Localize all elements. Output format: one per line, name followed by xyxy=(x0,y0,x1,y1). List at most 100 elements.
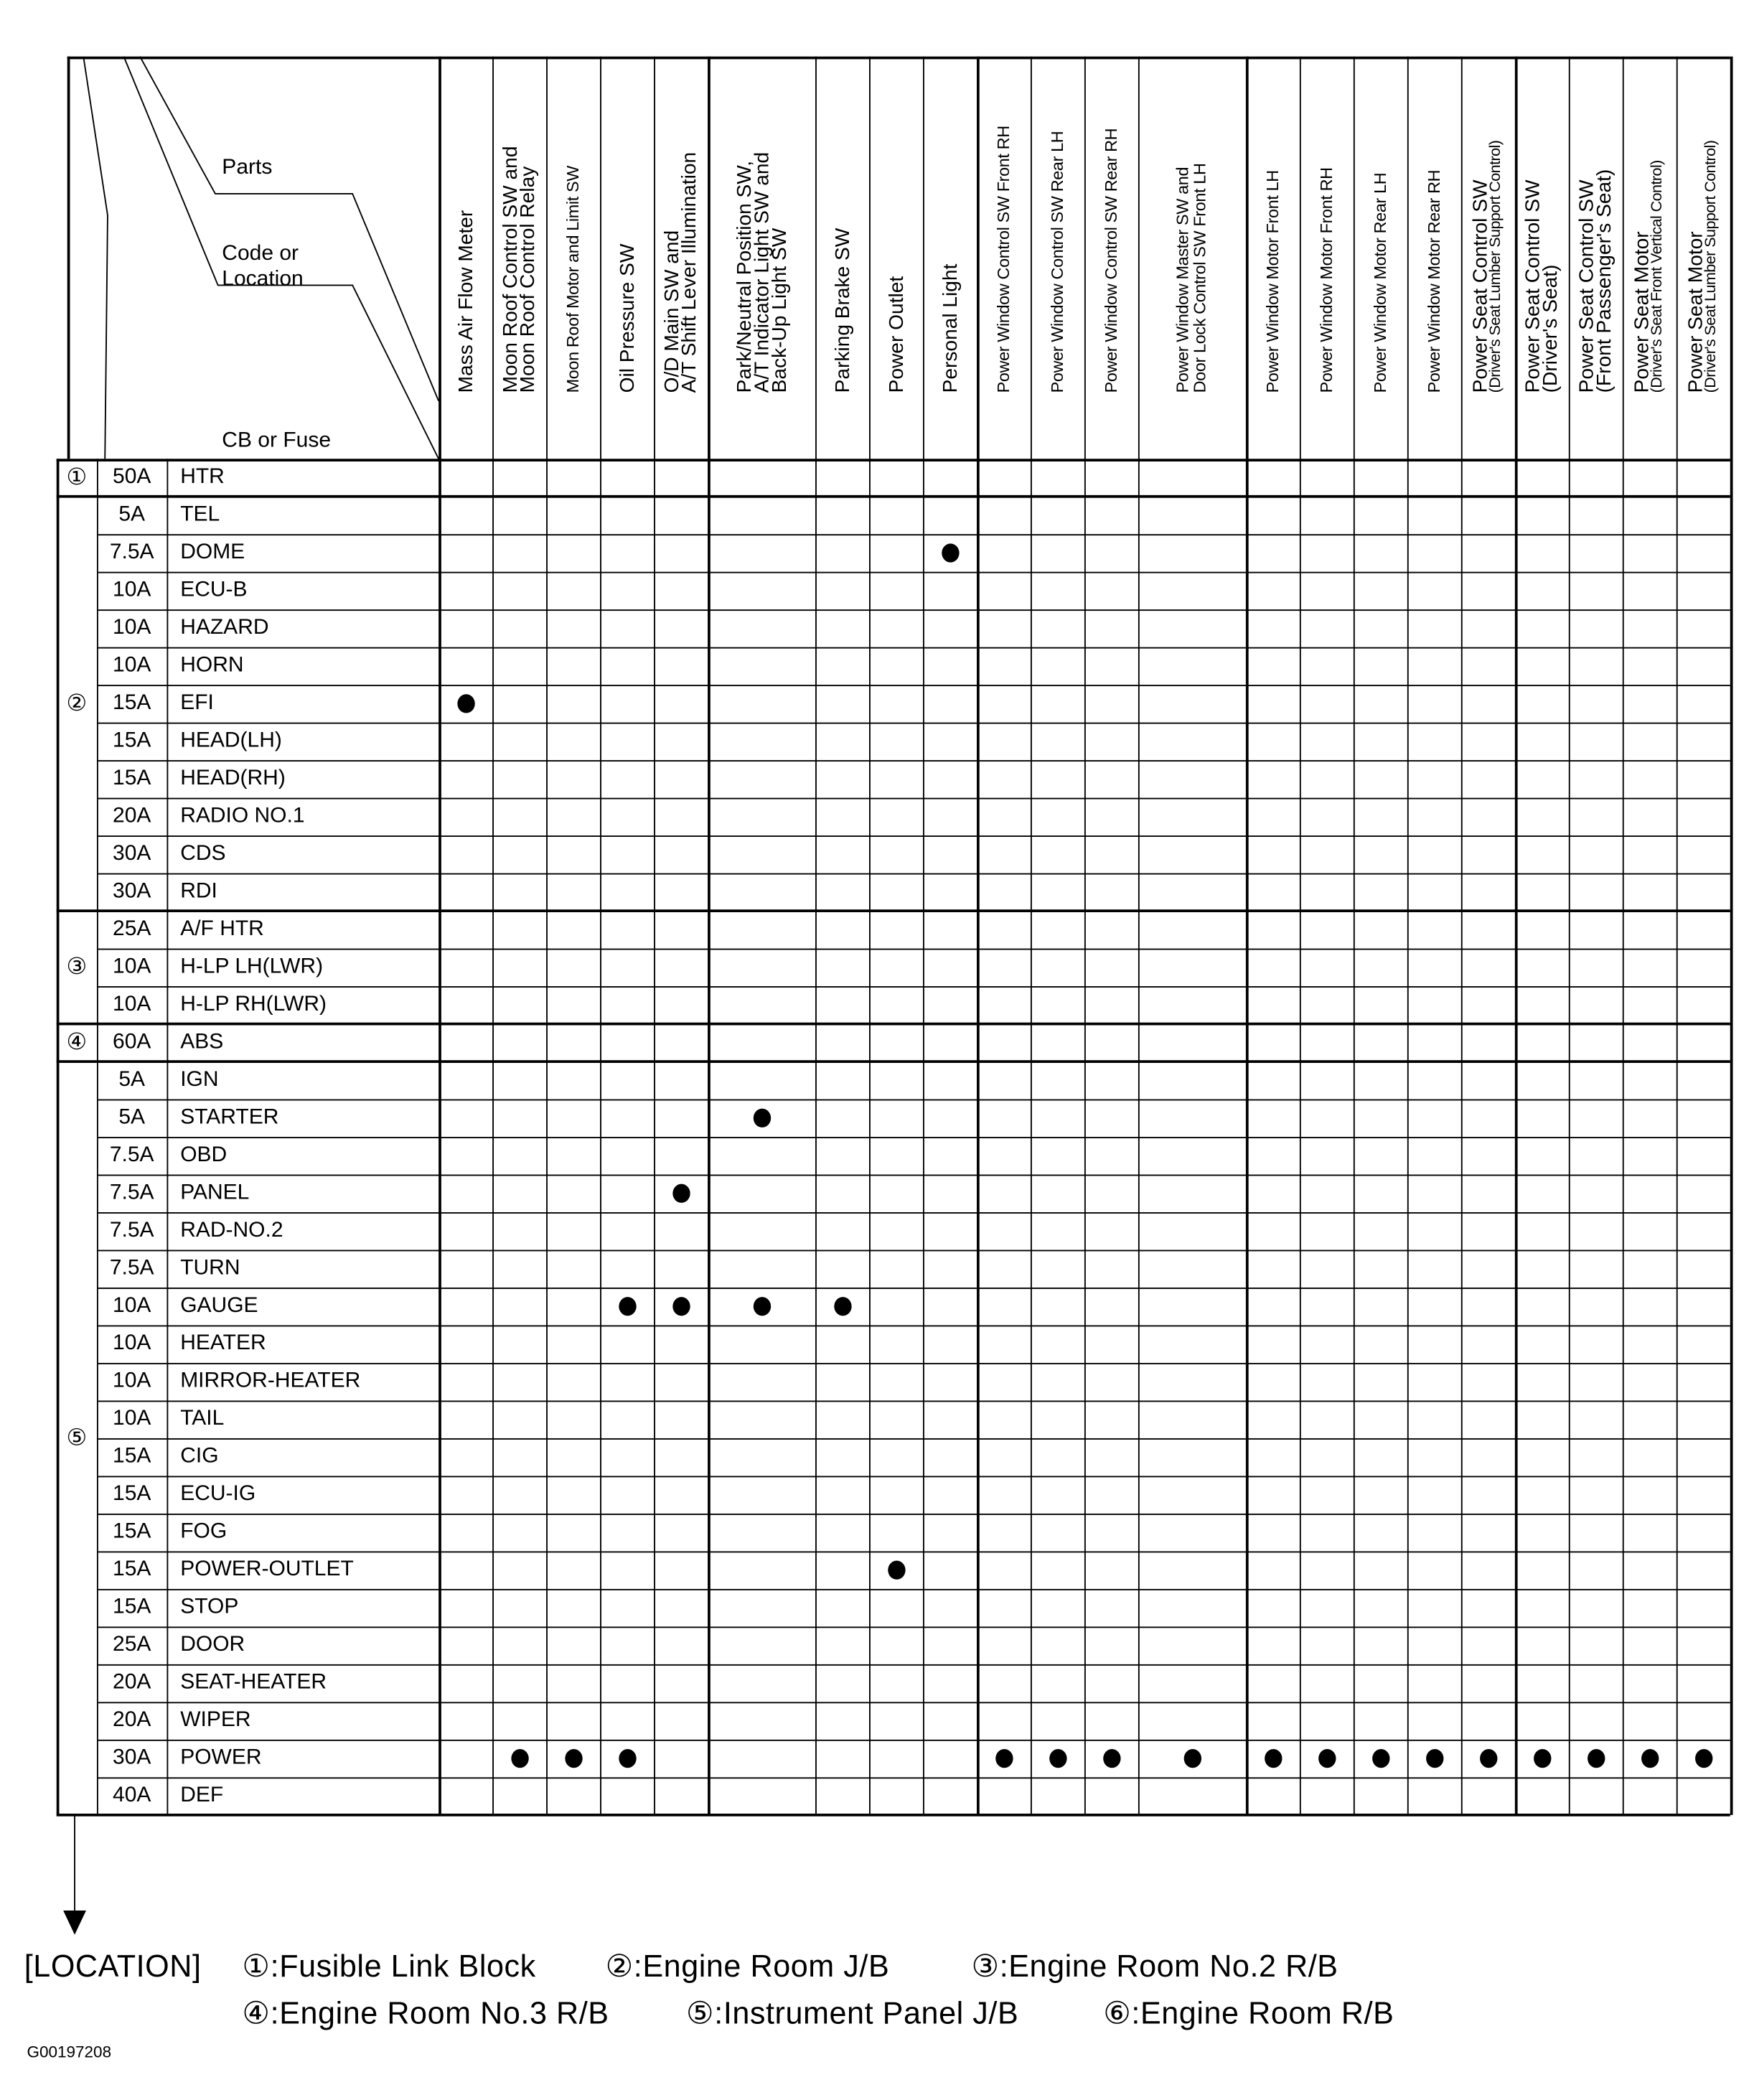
part-name-subtitle: (Driver's Seat Lumber Support Control) xyxy=(1488,140,1504,393)
part-name-line: Power Window Master SW and xyxy=(1173,167,1192,393)
column-divider xyxy=(1245,56,1249,1815)
fuse-amperage: 20A xyxy=(113,1671,151,1694)
fuse-name: POWER xyxy=(180,1746,262,1770)
part-name-line: Power Outlet xyxy=(884,276,908,393)
row-divider xyxy=(96,1476,1730,1478)
part-name: Power Seat Control SW (Driver's Seat Lumb… xyxy=(1469,62,1504,393)
row-divider xyxy=(96,722,1730,724)
fuse-name: TEL xyxy=(180,503,220,526)
row-divider xyxy=(96,609,1730,611)
part-name-line: Power Seat Motor xyxy=(1684,231,1707,393)
part-column-header: O/D Main SW and A/T Shift Lever Illuminat… xyxy=(654,62,708,393)
location-legend-item: ⑥:Engine Room R/B xyxy=(1103,1995,1394,2030)
fuse-amperage: 15A xyxy=(113,729,151,752)
part-column-header: Power Window Control SW Rear RH xyxy=(1084,62,1138,393)
part-column-header: Mass Air Flow Meter xyxy=(439,62,492,393)
fuse-name: H-LP LH(LWR) xyxy=(180,955,324,978)
part-name: Power Seat Motor (Driver's Seat Front Ver… xyxy=(1631,62,1666,393)
part-name: Power Window Motor Front LH xyxy=(1262,62,1281,393)
part-column-header: Oil Pressure SW xyxy=(600,62,654,393)
fuse-amperage: 5A xyxy=(118,1068,146,1092)
column-divider xyxy=(1030,56,1032,1815)
row-divider xyxy=(96,1288,1730,1289)
header-bottom-border xyxy=(56,459,1730,461)
fuse-amperage: 60A xyxy=(113,1030,151,1054)
fuse-amperage: 30A xyxy=(113,880,151,903)
fuse-name: HTR xyxy=(180,465,225,489)
part-name-line: Oil Pressure SW xyxy=(615,243,639,393)
location-code: ② xyxy=(66,690,88,716)
part-column-header: Power Window Motor Rear LH xyxy=(1354,62,1407,393)
fuse-name: IGN xyxy=(180,1068,219,1092)
fuse-name: CIG xyxy=(180,1445,219,1468)
row-divider xyxy=(96,1513,1730,1515)
group-separator xyxy=(56,1022,1730,1026)
part-name-line: Moon Roof Control Relay xyxy=(516,166,540,393)
row-divider xyxy=(96,1250,1730,1252)
part-name-line: Power Window Control SW Rear LH xyxy=(1047,131,1066,393)
location-code: ③ xyxy=(66,954,88,980)
column-divider xyxy=(869,56,871,1815)
column-divider xyxy=(1084,56,1086,1815)
part-name-subtitle: (Driver's Seat Front Vertical Control) xyxy=(1649,160,1666,393)
part-name: Power Window Motor Rear RH xyxy=(1424,62,1443,393)
fuse-amperage: 50A xyxy=(113,465,151,489)
fuse-name: A/F HTR xyxy=(180,917,264,941)
column-divider xyxy=(1622,56,1624,1815)
row-divider xyxy=(96,1739,1730,1741)
location-legend-item: ②:Engine Room J/B xyxy=(605,1948,890,1984)
part-column-header: Moon Roof Control SW and Moon Roof Contro… xyxy=(492,62,546,393)
part-name: Parking Brake SW xyxy=(831,62,854,393)
row-divider xyxy=(96,685,1730,687)
connection-dot xyxy=(833,1297,851,1316)
connection-dot xyxy=(1318,1749,1336,1768)
connection-dot xyxy=(1479,1749,1497,1768)
fuse-amperage: 10A xyxy=(113,616,151,639)
connection-dot xyxy=(1049,1749,1066,1768)
part-name: Power Seat Control SW (Driver's Seat) xyxy=(1521,62,1562,393)
location-arrow-head-icon xyxy=(63,1910,86,1935)
row-divider xyxy=(96,1099,1730,1101)
fuse-name: DEF xyxy=(180,1783,224,1807)
fuse-amperage: 10A xyxy=(113,1407,151,1430)
fuse-amperage: 20A xyxy=(113,805,151,828)
connection-dot xyxy=(1587,1749,1605,1768)
part-column-header: Power Window Control SW Rear LH xyxy=(1031,62,1084,393)
fuse-name: DOME xyxy=(180,540,245,564)
part-name: Power Window Control SW Rear RH xyxy=(1101,62,1120,393)
figure-code: G00197208 xyxy=(27,2042,112,2061)
part-column-header: Power Window Control SW Front RH xyxy=(977,62,1031,393)
fuse-name: GAUGE xyxy=(180,1294,258,1318)
part-column-header: Power Seat Control SW (Front Passenger's … xyxy=(1569,62,1623,393)
connection-dot xyxy=(510,1749,528,1768)
table-left-border xyxy=(56,459,60,1815)
connection-dot xyxy=(618,1297,636,1316)
connection-dot xyxy=(564,1749,582,1768)
fuse-name: EFI xyxy=(180,691,214,715)
part-name: Power Seat Control SW (Front Passenger's … xyxy=(1575,62,1616,393)
part-column-header: Power Seat Control SW (Driver's Seat) xyxy=(1515,62,1569,393)
part-name: Power Outlet xyxy=(884,62,908,393)
fuse-name: ABS xyxy=(180,1030,224,1054)
connection-dot xyxy=(1694,1749,1712,1768)
cb-or-fuse-label: CB or Fuse xyxy=(222,429,332,452)
column-divider xyxy=(1730,56,1733,1815)
part-name: Moon Roof Motor and Limit SW xyxy=(563,62,582,393)
fuse-amperage: 15A xyxy=(113,1482,151,1506)
fuse-amperage: 10A xyxy=(113,654,151,677)
column-divider xyxy=(1676,56,1678,1815)
location-legend-item: ④:Engine Room No.3 R/B xyxy=(242,1995,609,2030)
part-name: Power Window Motor Rear LH xyxy=(1370,62,1389,393)
row-divider xyxy=(96,760,1730,762)
connection-dot xyxy=(672,1183,690,1203)
fuse-name: RADIO NO.1 xyxy=(180,805,305,828)
location-legend-item: ③:Engine Room No.2 R/B xyxy=(971,1948,1338,1984)
fuse-name: SEAT-HEATER xyxy=(180,1671,327,1694)
connection-dot xyxy=(618,1749,636,1768)
connection-dot xyxy=(1533,1749,1551,1768)
fuse-amperage: 30A xyxy=(113,842,151,866)
connection-dot xyxy=(887,1560,905,1580)
group-separator xyxy=(56,494,1730,498)
fuse-name: ECU-IG xyxy=(180,1482,256,1506)
